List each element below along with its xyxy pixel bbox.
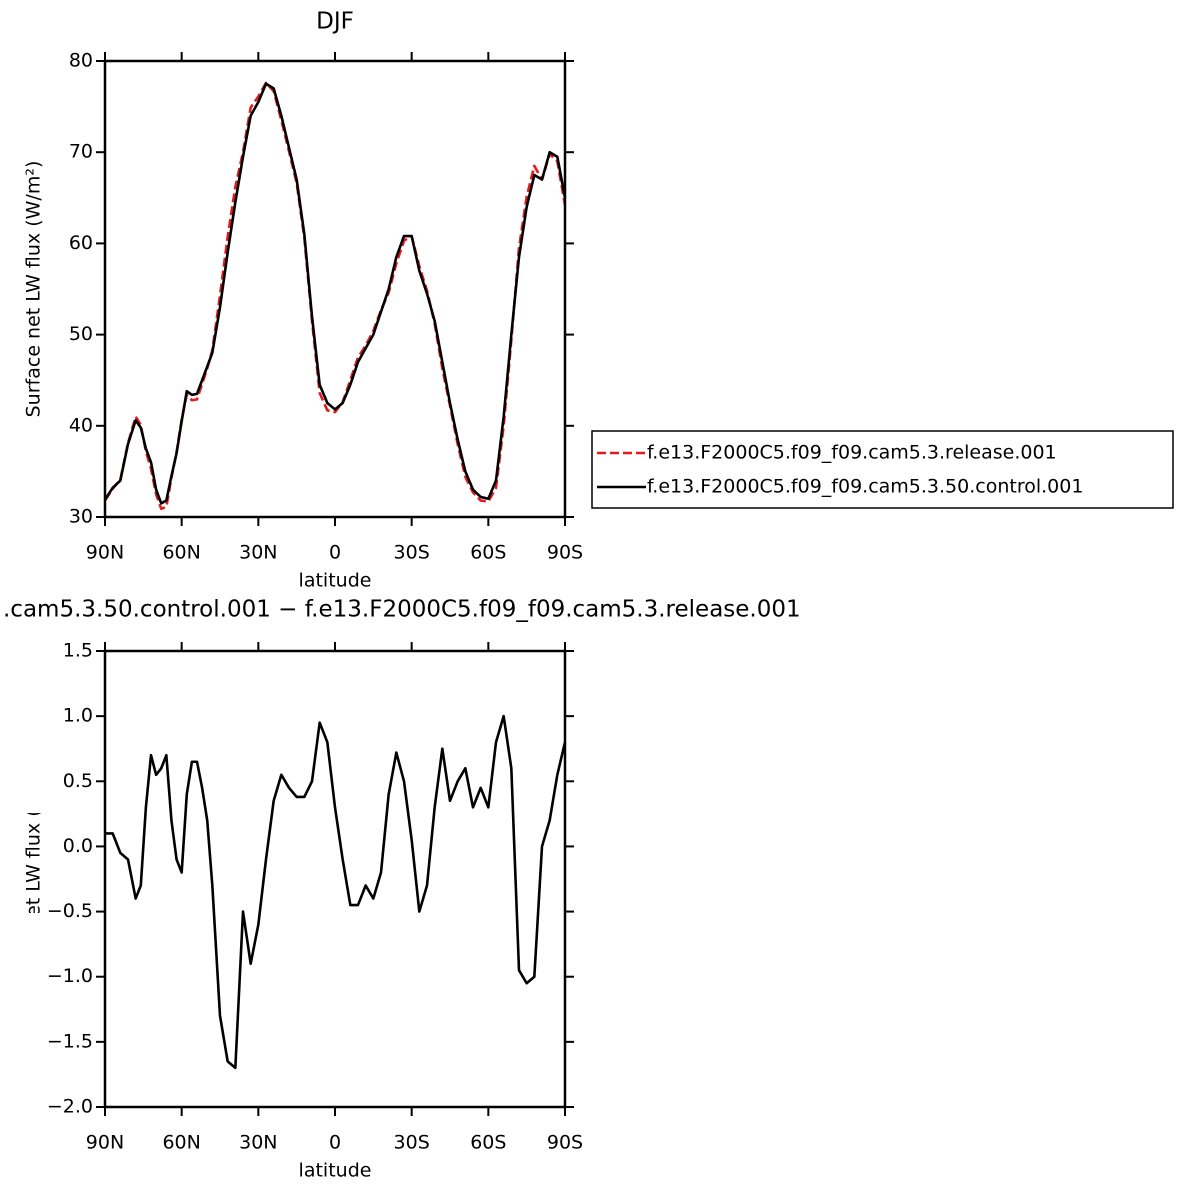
y-tick-label: 70 [69,141,93,163]
y-tick-label: 0.0 [63,835,93,857]
x-tick-label: 30S [394,542,430,564]
x-tick-label: 60N [162,542,200,564]
x-tick-label: 60S [470,542,506,564]
y-tick-label: 0.5 [63,770,93,792]
data-line [105,714,567,1070]
chart-title: .cam5.3.50.control.001 − f.e13.F2000C5.f… [3,597,801,623]
x-tick-label: 60S [470,1132,506,1154]
data-line [103,82,567,505]
y-axis-label: Surface net LW flux (W/m²) [23,161,45,418]
x-axis-label: latitude [299,570,372,592]
y-tick-label: −0.5 [47,900,93,922]
x-tick-label: 0 [329,1132,341,1154]
x-tick-label: 30N [239,1132,277,1154]
x-tick-label: 60N [162,1132,200,1154]
y-tick-label: 1.5 [63,640,93,662]
y-tick-label: 50 [69,323,93,345]
legend-label: f.e13.F2000C5.f09_f09.cam5.3.50.control.… [647,476,1083,498]
y-tick-label: −2.0 [47,1096,93,1118]
x-tick-label: 90N [86,542,124,564]
plot-frame [103,649,567,1109]
legend-box [591,430,1174,509]
plot-frame [103,59,567,519]
x-tick-label: 90N [86,1132,124,1154]
y-tick-label: 80 [69,50,93,72]
legend-label: f.e13.F2000C5.f09_f09.cam5.3.release.001 [647,442,1057,464]
data-line [103,81,567,511]
x-tick-label: 90S [547,1132,583,1154]
y-tick-label: 60 [69,232,93,254]
y-tick-label: −1.0 [47,965,93,987]
x-tick-label: 30S [394,1132,430,1154]
x-tick-label: 30N [239,542,277,564]
chart-title: DJF [316,9,354,35]
x-axis-label: latitude [299,1160,372,1182]
y-tick-label: 40 [69,414,93,436]
y-tick-label: 1.0 [63,705,93,727]
x-tick-label: 90S [547,542,583,564]
y-tick-label: −1.5 [47,1030,93,1052]
y-axis-label: Surface net LW flux (W/m²) [23,751,45,1008]
y-tick-label: 30 [69,506,93,528]
x-tick-label: 0 [329,542,341,564]
